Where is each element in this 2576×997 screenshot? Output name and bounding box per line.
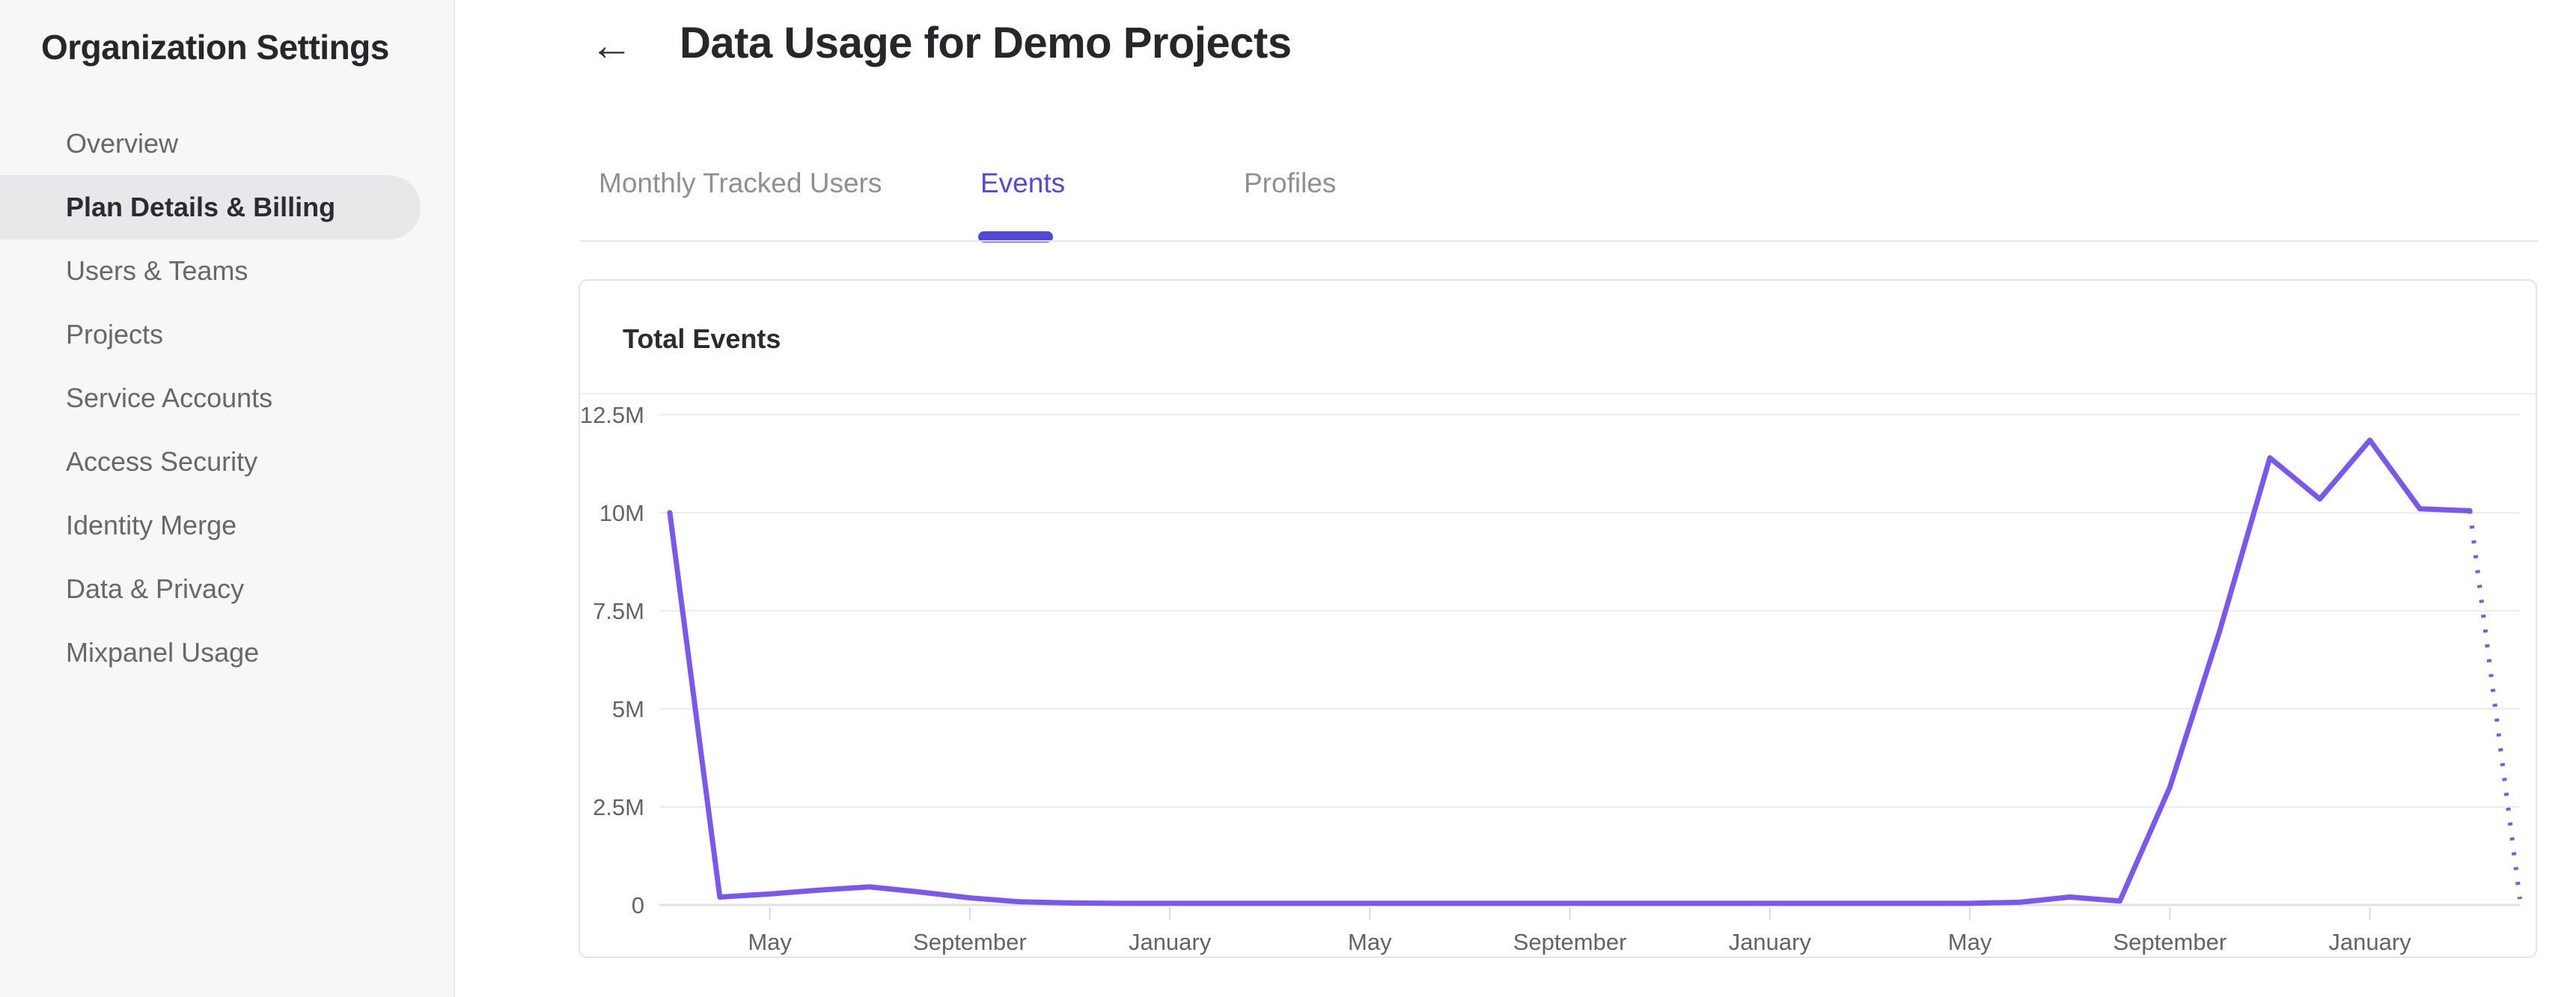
sidebar-item-data-privacy[interactable]: Data & Privacy (66, 573, 245, 604)
projected-events-line (2467, 510, 2522, 900)
y-axis-label: 0 (632, 892, 644, 918)
x-axis-label: September (1513, 929, 1627, 955)
tab-profiles[interactable]: Profiles (1244, 168, 1337, 198)
tab-events[interactable]: Events (980, 168, 1066, 198)
x-axis-label: May (1948, 929, 1992, 955)
sidebar-item-identity-merge[interactable]: Identity Merge (66, 510, 237, 540)
y-axis-label: 7.5M (593, 598, 644, 624)
sidebar: Organization Settings Overview Plan Deta… (0, 0, 455, 997)
sidebar-item-plan-details-billing[interactable]: Plan Details & Billing (0, 175, 421, 240)
tab-monthly-tracked-users[interactable]: Monthly Tracked Users (599, 168, 882, 198)
sidebar-item-overview[interactable]: Overview (66, 128, 179, 159)
total-events-line[interactable] (667, 437, 2473, 906)
x-axis-label: May (748, 929, 792, 955)
x-axis-label: May (1348, 929, 1392, 955)
tabs-divider (580, 240, 2539, 242)
events-line-chart[interactable]: 12.5M 10M 7.5M 5M 2.5M 0 May September January Ma… (580, 394, 2536, 958)
sidebar-item-access-security[interactable]: Access Security (66, 446, 258, 477)
x-axis-label: January (2328, 929, 2411, 955)
x-axis-label: September (2113, 929, 2227, 955)
y-axis-label: 12.5M (580, 402, 644, 428)
sidebar-title: Organization Settings (41, 28, 389, 67)
total-events-card: Total Events 12.5M 10M 7.5M 5M 2.5M 0 May Septe… (579, 279, 2537, 958)
sidebar-item-service-accounts[interactable]: Service Accounts (66, 382, 273, 413)
card-title: Total Events (623, 323, 781, 354)
sidebar-item-users-teams[interactable]: Users & Teams (66, 255, 248, 286)
active-tab-indicator (978, 231, 1053, 243)
x-axis-label: September (913, 929, 1027, 955)
back-arrow-icon[interactable]: ← (590, 21, 633, 70)
x-axis-label: January (1729, 929, 1812, 955)
y-axis-label: 2.5M (593, 794, 644, 820)
y-axis-label: 10M (599, 500, 644, 526)
page-title: Data Usage for Demo Projects (680, 19, 1292, 67)
sidebar-item-projects[interactable]: Projects (66, 319, 164, 350)
sidebar-item-mixpanel-usage[interactable]: Mixpanel Usage (66, 637, 260, 668)
y-axis-label: 5M (612, 696, 644, 722)
x-axis-label: January (1129, 929, 1212, 955)
card-header-divider (580, 393, 2536, 394)
